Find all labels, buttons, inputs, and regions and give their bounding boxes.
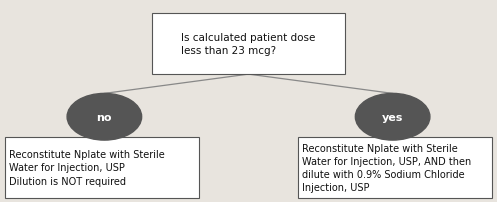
Ellipse shape [67, 94, 142, 140]
Text: Reconstitute Nplate with Sterile
Water for Injection, USP, AND then
dilute with : Reconstitute Nplate with Sterile Water f… [302, 143, 472, 192]
Text: Is calculated patient dose
less than 23 mcg?: Is calculated patient dose less than 23 … [181, 33, 316, 56]
Text: Reconstitute Nplate with Sterile
Water for Injection, USP
Dilution is NOT requir: Reconstitute Nplate with Sterile Water f… [9, 149, 165, 186]
FancyBboxPatch shape [298, 137, 492, 198]
Text: no: no [96, 112, 112, 122]
FancyBboxPatch shape [5, 137, 199, 198]
FancyBboxPatch shape [152, 14, 345, 75]
Ellipse shape [355, 94, 430, 140]
Text: yes: yes [382, 112, 404, 122]
